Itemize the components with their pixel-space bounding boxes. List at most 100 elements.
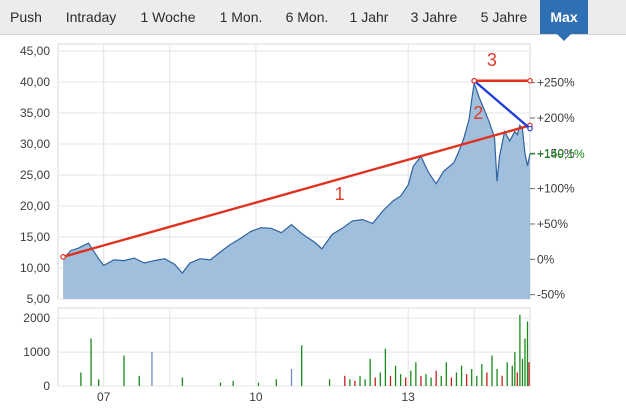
tab-push[interactable]: Push	[10, 9, 42, 25]
volume-bar	[445, 362, 447, 386]
volume-y-tick-label: 2000	[23, 311, 50, 325]
right-axis-tick-label: +50%	[537, 217, 568, 231]
volume-bar	[374, 377, 376, 386]
trendline-anchor	[471, 77, 477, 84]
volume-bar	[399, 374, 402, 386]
volume-bar	[394, 365, 397, 386]
volume-bar	[349, 379, 351, 386]
tab-3-jahre[interactable]: 3 Jahre	[410, 9, 458, 25]
volume-bar	[420, 375, 422, 386]
x-tick-label: 10	[249, 390, 263, 404]
trendline-label-3: 3	[487, 50, 497, 70]
volume-bar	[514, 352, 516, 386]
x-tick-label: 13	[402, 390, 416, 404]
volume-bar	[379, 372, 381, 386]
right-axis-tick-label: +200%	[537, 111, 575, 125]
price-y-tick-label: 5,00	[27, 292, 51, 306]
trendline-2	[473, 79, 531, 130]
right-axis-tick-label: +250%	[537, 76, 575, 90]
tab-6-mon[interactable]: 6 Mon.	[285, 9, 329, 25]
right-axis-tick-label: 0%	[537, 252, 555, 266]
right-axis-tick-label: +100%	[537, 182, 575, 196]
volume-bar	[301, 345, 303, 386]
trendline-label-1: 1	[335, 184, 345, 204]
volume-y-tick-label: 0	[43, 379, 50, 393]
volume-panel-frame	[57, 307, 531, 387]
price-y-tick-label: 45,00	[20, 44, 50, 58]
volume-bar	[369, 358, 371, 386]
volume-bar	[460, 365, 463, 386]
volume-bar	[415, 362, 417, 386]
trendline-anchor	[60, 254, 66, 260]
price-area-fill	[63, 83, 530, 299]
volume-bar	[181, 377, 184, 386]
tab-5-jahre[interactable]: 5 Jahre	[480, 9, 528, 25]
trendline-anchor	[527, 77, 533, 84]
volume-bar	[430, 377, 432, 386]
volume-bar	[354, 380, 356, 386]
price-y-tick-label: 10,00	[20, 261, 50, 275]
price-y-tick-label: 25,00	[20, 168, 50, 182]
volume-bar	[405, 377, 407, 386]
price-y-tick-label: 40,00	[20, 75, 50, 89]
volume-bar	[344, 375, 346, 386]
volume-bar	[410, 370, 412, 386]
volume-bar	[123, 355, 125, 386]
price-y-tick-label: 35,00	[20, 106, 50, 120]
volume-bar	[516, 372, 519, 386]
volume-bar	[219, 382, 222, 386]
volume-bar	[465, 374, 468, 386]
trendline-1	[62, 124, 531, 258]
trendline-label-2: 2	[473, 103, 483, 123]
volume-bar	[364, 379, 366, 386]
volume-bar	[476, 375, 478, 386]
volume-bar	[524, 338, 526, 386]
tab-intraday[interactable]: Intraday	[65, 9, 117, 25]
volume-bar	[389, 375, 392, 386]
volume-bar	[275, 379, 277, 386]
price-y-tick-label: 15,00	[20, 230, 50, 244]
right-axis-tick-label: +150%	[537, 146, 575, 160]
volume-bar	[359, 375, 361, 386]
volume-bar	[491, 355, 493, 386]
volume-bar	[528, 362, 530, 386]
volume-bar	[440, 375, 442, 386]
volume-bar	[526, 321, 529, 386]
volume-bar	[384, 348, 387, 386]
x-tick-label: 07	[97, 390, 111, 404]
volume-bar	[435, 370, 437, 386]
volume-bar	[80, 372, 82, 386]
current-value-label: +149,1%	[537, 147, 585, 161]
volume-bar	[450, 377, 453, 386]
volume-bar	[425, 374, 427, 386]
volume-bar	[455, 372, 458, 386]
volume-bar	[328, 379, 331, 386]
volume-bar	[290, 369, 293, 386]
price-y-tick-label: 30,00	[20, 137, 50, 151]
volume-y-tick-label: 1000	[23, 345, 50, 359]
volume-bar	[232, 380, 234, 386]
volume-bar	[506, 362, 508, 386]
volume-bar	[511, 365, 513, 386]
volume-bar	[138, 375, 140, 386]
right-axis-tick-label: -50%	[537, 288, 565, 302]
volume-bar	[151, 352, 153, 386]
tab-1-mon[interactable]: 1 Mon.	[219, 9, 263, 25]
trendline-anchor	[527, 125, 533, 132]
volume-bar	[486, 372, 488, 386]
volume-bar	[471, 369, 473, 386]
volume-bar	[496, 369, 498, 386]
range-tab-bar: Push Intraday 1 Woche 1 Mon. 6 Mon. 1 Ja…	[0, 0, 626, 41]
volume-bar	[481, 363, 483, 386]
volume-bar	[519, 314, 521, 386]
volume-bar	[90, 338, 92, 386]
tab-max[interactable]: Max	[540, 0, 588, 41]
volume-bar	[98, 379, 100, 386]
price-line	[62, 83, 531, 274]
volume-bar	[257, 382, 260, 386]
tab-1-woche[interactable]: 1 Woche	[140, 9, 196, 25]
volume-bar	[521, 358, 524, 386]
price-y-tick-label: 20,00	[20, 199, 50, 213]
tab-1-jahr[interactable]: 1 Jahr	[349, 9, 389, 25]
